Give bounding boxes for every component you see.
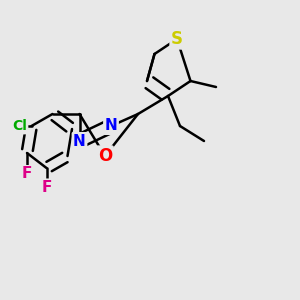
Text: F: F	[41, 180, 52, 195]
Text: F: F	[22, 167, 32, 182]
Text: O: O	[98, 147, 112, 165]
Text: N: N	[73, 134, 86, 148]
Text: S: S	[171, 30, 183, 48]
Text: N: N	[105, 118, 117, 134]
Text: Cl: Cl	[12, 119, 27, 133]
